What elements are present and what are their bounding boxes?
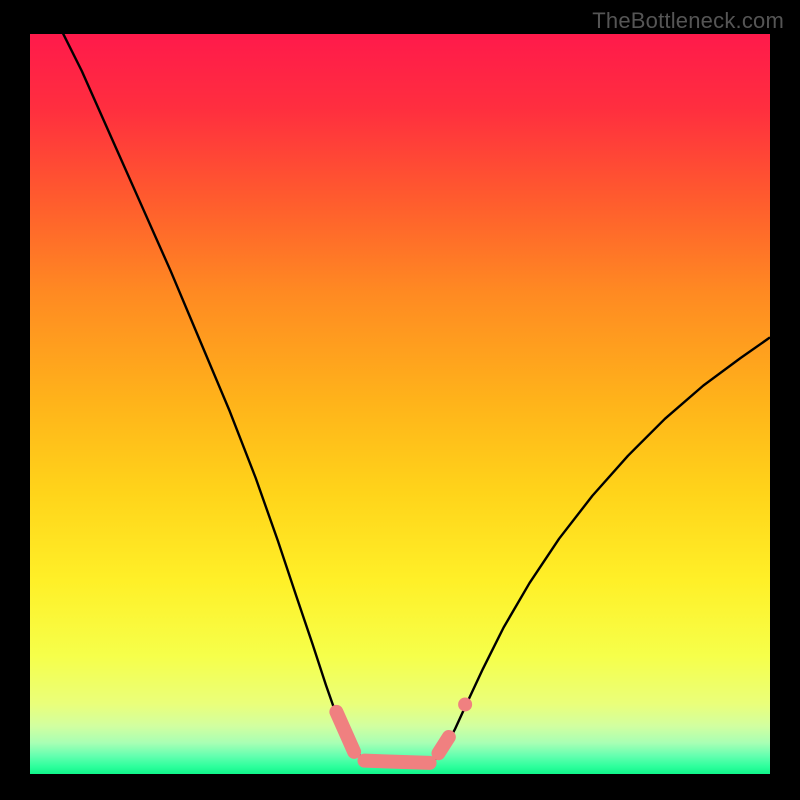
plot-area bbox=[30, 34, 770, 774]
bottleneck-curve bbox=[60, 34, 770, 767]
curve-layer bbox=[30, 34, 770, 774]
highlight-segment-1 bbox=[364, 761, 429, 763]
highlight-segment-0 bbox=[336, 712, 354, 752]
highlight-point-0 bbox=[458, 697, 472, 711]
watermark-text: TheBottleneck.com bbox=[592, 8, 784, 34]
stage: TheBottleneck.com bbox=[0, 0, 800, 800]
highlight-segment-2 bbox=[438, 737, 448, 753]
